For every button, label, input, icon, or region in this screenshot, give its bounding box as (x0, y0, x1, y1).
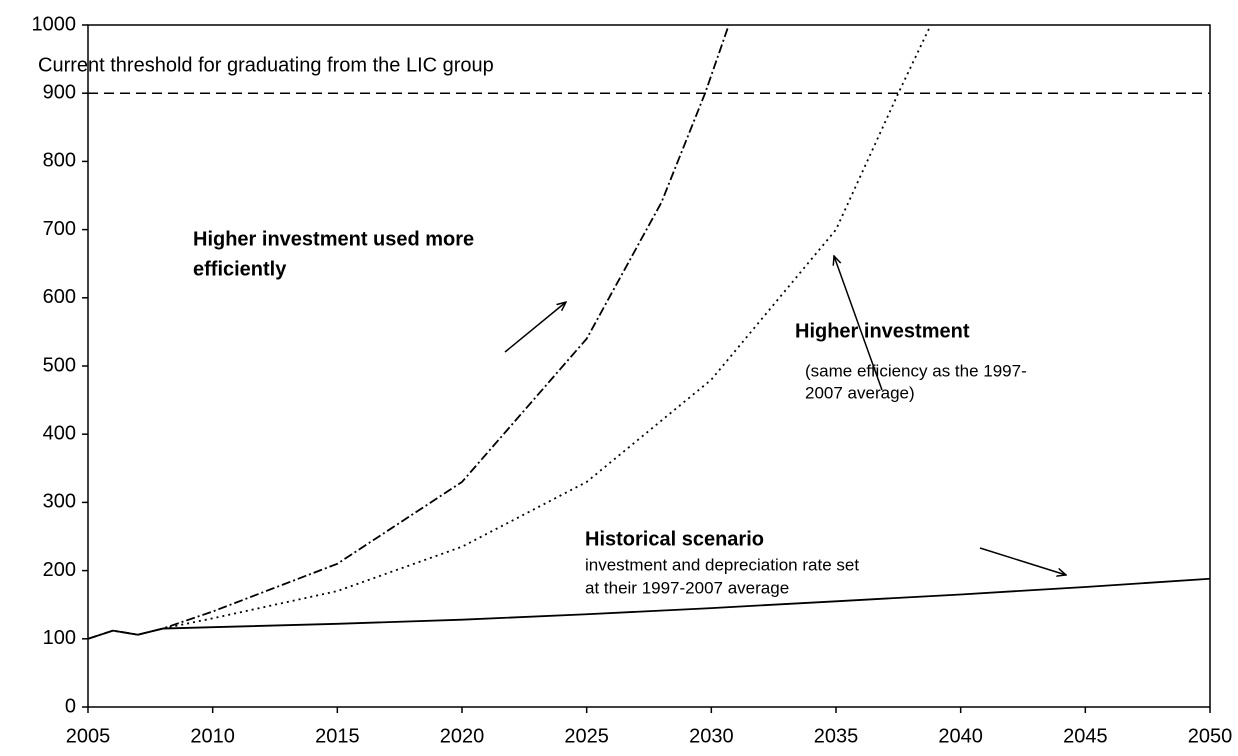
annotation: Higher investment used more (193, 228, 474, 250)
y-tick-label: 100 (43, 627, 76, 649)
y-tick-label: 200 (43, 559, 76, 581)
y-tick-label: 600 (43, 286, 76, 308)
arrow (504, 302, 566, 353)
annotation: Higher investment (795, 320, 970, 342)
series-line (88, 25, 730, 640)
annotation: at their 1997-2007 average (585, 578, 789, 597)
arrow (834, 256, 883, 391)
y-tick-label: 500 (43, 354, 76, 376)
x-tick-label: 2030 (689, 725, 734, 747)
annotation: efficiently (193, 258, 287, 280)
x-tick-label: 2025 (564, 725, 609, 747)
plot-frame (87, 24, 1211, 708)
y-tick-label: 800 (43, 150, 76, 172)
x-tick-label: 2015 (315, 725, 360, 747)
y-tick-label: 1000 (32, 13, 77, 35)
y-tick-label: 900 (43, 81, 76, 103)
x-tick-label: 2010 (190, 725, 235, 747)
annotation: (same efficiency as the 1997- (805, 361, 1027, 380)
x-tick-label: 2035 (814, 725, 859, 747)
x-tick-label: 2020 (440, 725, 485, 747)
x-tick-label: 2005 (66, 725, 111, 747)
x-tick-label: 2040 (938, 725, 983, 747)
y-tick-label: 300 (43, 491, 76, 513)
plot-area (88, 25, 1210, 640)
x-tick-label: 2045 (1063, 725, 1108, 747)
annotation: 2007 average) (805, 383, 915, 402)
y-tick-label: 0 (65, 695, 76, 717)
arrow (979, 547, 1066, 575)
annotation: Current threshold for graduating from th… (38, 54, 494, 76)
y-tick-label: 400 (43, 422, 76, 444)
annotation: investment and depreciation rate set (585, 555, 859, 574)
x-tick-label: 2050 (1188, 725, 1233, 747)
y-tick-label: 700 (43, 218, 76, 240)
annotation: Historical scenario (585, 528, 764, 550)
